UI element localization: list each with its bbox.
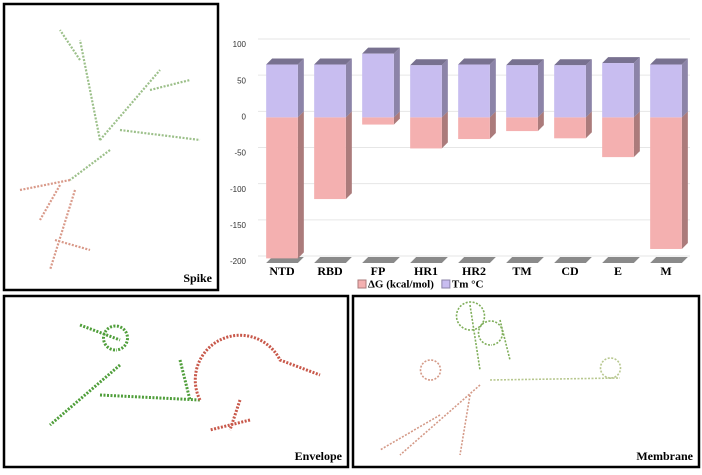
legend-swatch — [357, 279, 367, 289]
bar — [506, 65, 538, 118]
envelope-structure — [49, 323, 321, 432]
bar-side — [633, 111, 640, 158]
bar — [650, 64, 682, 118]
floor — [650, 257, 688, 263]
bar-side — [489, 58, 496, 118]
bar — [410, 65, 442, 118]
membrane-panel — [351, 294, 701, 469]
bar-top — [602, 57, 640, 64]
bar-top — [410, 59, 448, 66]
bar-side — [585, 111, 592, 139]
x-tick-label: E — [614, 264, 622, 278]
membrane-structure — [379, 301, 622, 456]
bar-side — [537, 111, 544, 132]
panel-label: Membrane — [636, 449, 693, 463]
floor — [458, 257, 496, 263]
bar — [506, 117, 538, 132]
bar — [554, 65, 586, 118]
bar-side — [537, 59, 544, 118]
bar-side — [297, 111, 304, 259]
bar — [458, 64, 490, 118]
x-tick-label: CD — [561, 264, 579, 278]
floor — [410, 257, 448, 263]
y-tick-label: -100 — [230, 185, 247, 194]
bar-top — [314, 58, 352, 65]
panel-label: Envelope — [295, 449, 343, 463]
spike-panel — [2, 2, 220, 292]
bar-side — [681, 58, 688, 118]
bar-side — [585, 59, 592, 118]
bar — [362, 53, 394, 118]
bar — [554, 117, 586, 139]
y-tick-label: -200 — [230, 257, 247, 266]
bar — [266, 117, 298, 259]
bar — [266, 64, 298, 118]
y-tick-label: -150 — [230, 221, 247, 230]
legend-label: ΔG (kcal/mol) — [368, 279, 434, 291]
panel-label: Spike — [183, 271, 212, 285]
bar — [650, 117, 682, 249]
x-tick-label: TM — [512, 264, 531, 278]
x-tick-label: HR2 — [462, 264, 486, 278]
bar-top — [650, 58, 688, 65]
bar — [602, 63, 634, 118]
legend-swatch — [441, 279, 451, 289]
spike-structure — [19, 29, 201, 271]
bar-side — [297, 58, 304, 118]
floor — [314, 257, 352, 263]
bar — [458, 117, 490, 140]
y-tick-label: -50 — [234, 149, 246, 158]
floor — [362, 257, 400, 263]
y-tick-label: 100 — [233, 40, 247, 49]
floor — [266, 257, 304, 263]
y-tick-label: 50 — [237, 76, 246, 85]
x-tick-label: RBD — [317, 264, 343, 278]
bar-side — [393, 111, 400, 125]
bar — [314, 64, 346, 118]
floor — [506, 257, 544, 263]
bar-side — [441, 111, 448, 149]
bar-top — [506, 59, 544, 66]
floor — [554, 257, 592, 263]
bar-side — [489, 111, 496, 140]
x-tick-label: NTD — [269, 264, 295, 278]
bar-top — [362, 47, 400, 54]
legend-label: Tm °C — [452, 279, 484, 291]
floor — [602, 257, 640, 263]
bar-side — [633, 57, 640, 118]
bar-side — [345, 58, 352, 118]
bar-top — [266, 58, 304, 65]
x-tick-label: FP — [371, 264, 386, 278]
x-tick-label: M — [660, 264, 671, 278]
bar-top — [458, 58, 496, 65]
bar-side — [393, 47, 400, 118]
bar-top — [554, 59, 592, 66]
y-tick-label: 0 — [242, 112, 247, 121]
bar — [410, 117, 442, 149]
bar — [362, 117, 394, 125]
envelope-panel — [2, 294, 350, 469]
bar-side — [441, 59, 448, 118]
bar — [602, 117, 634, 158]
bar-side — [681, 111, 688, 249]
bar — [314, 117, 346, 200]
bar-side — [345, 111, 352, 200]
x-tick-label: HR1 — [414, 264, 438, 278]
